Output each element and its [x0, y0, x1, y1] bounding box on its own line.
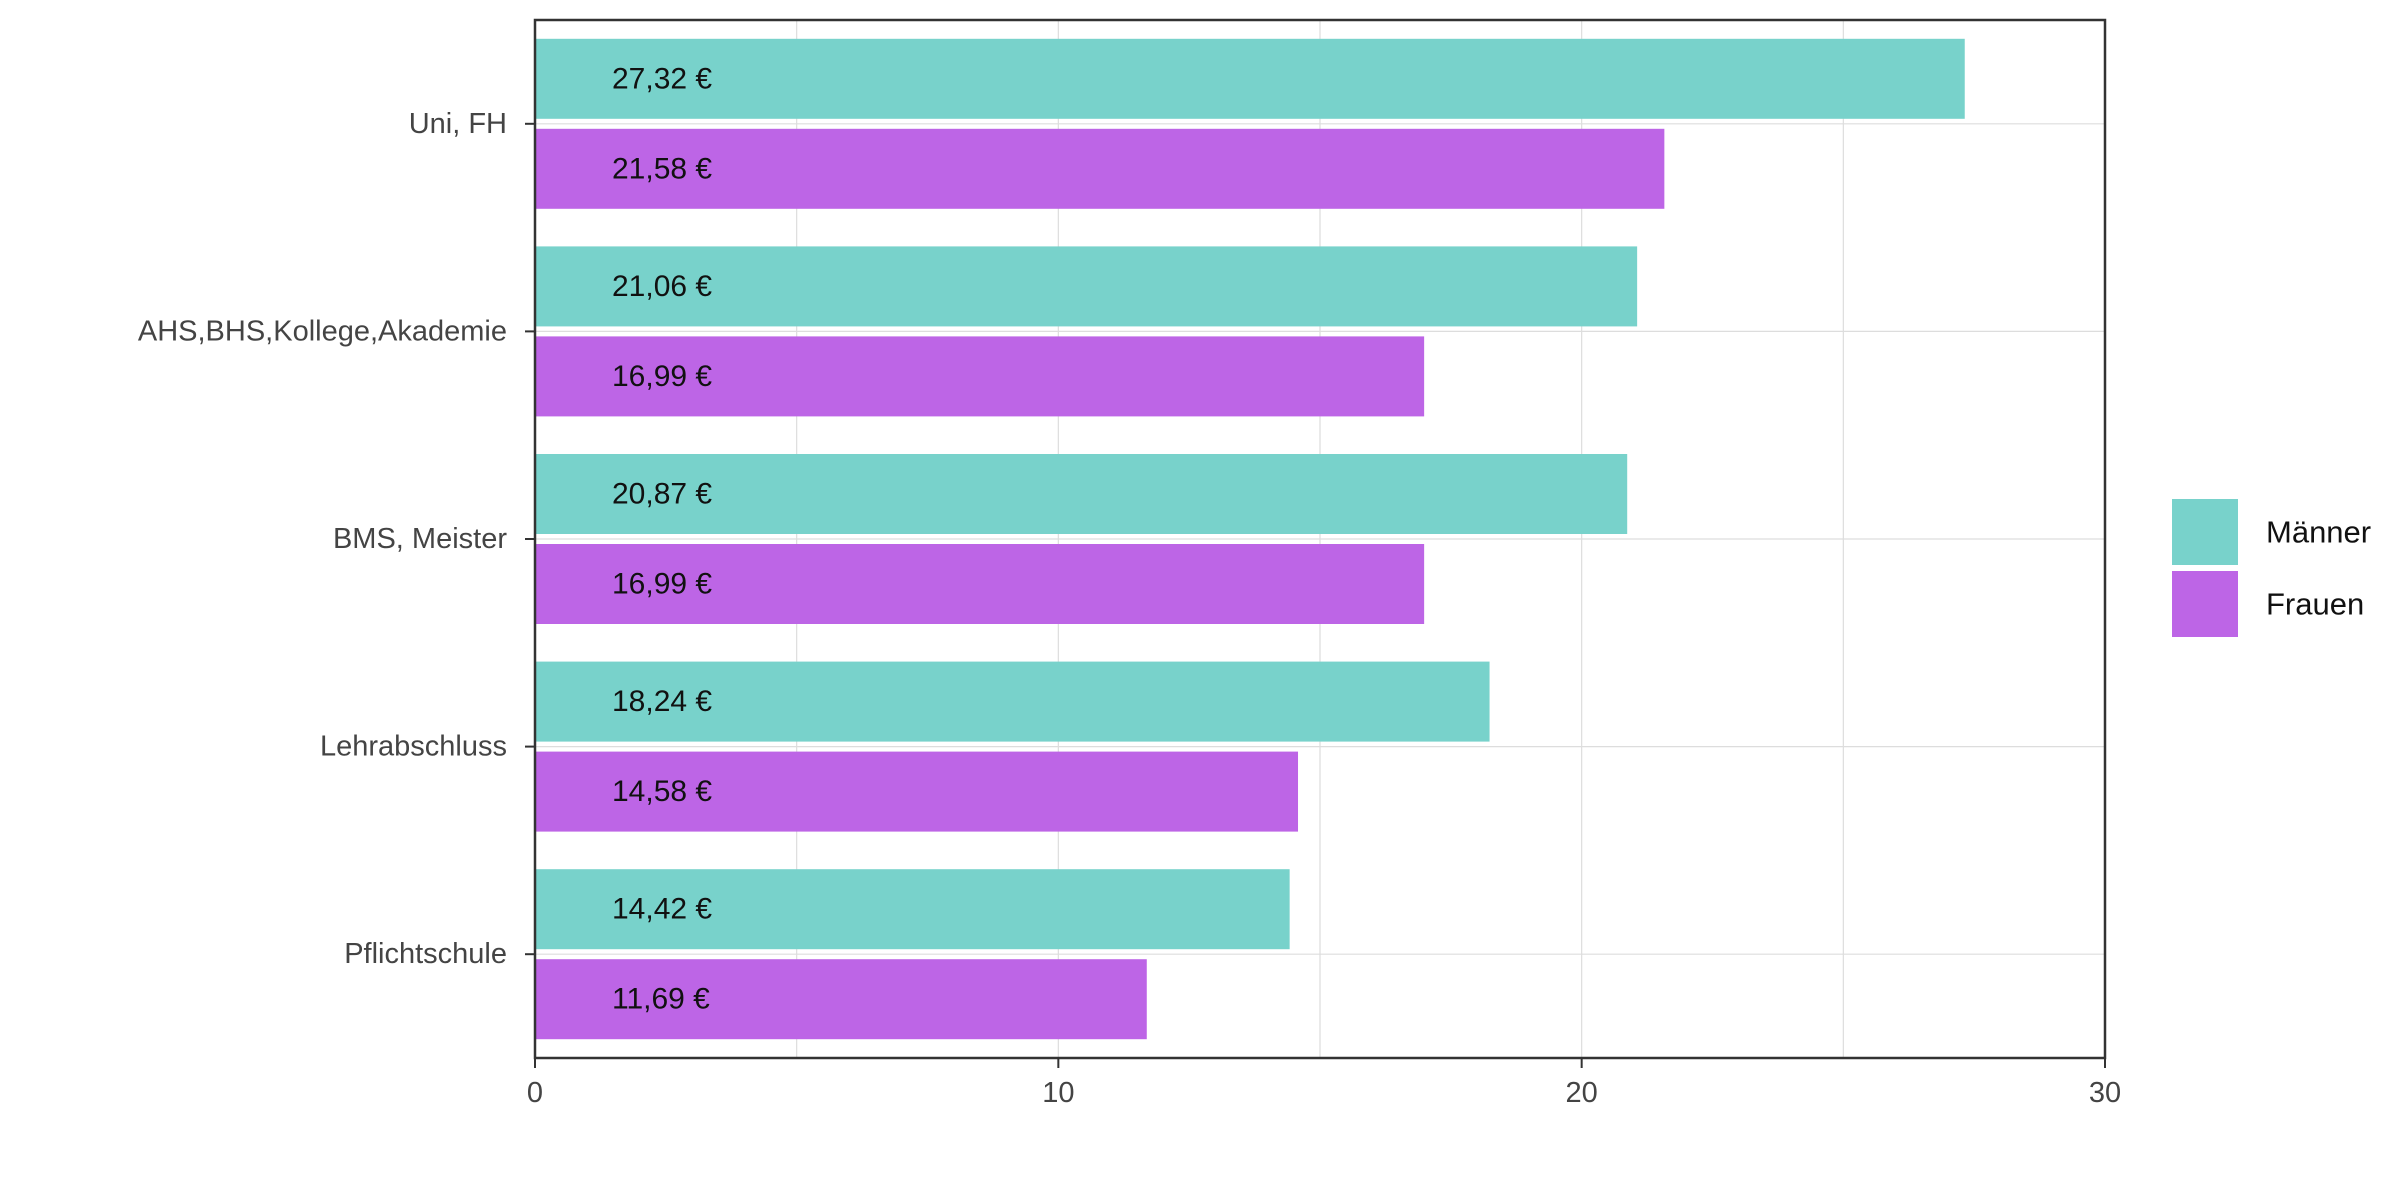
legend-key-frauen: [2172, 571, 2238, 637]
bar-value-label: 14,42 €: [612, 893, 712, 926]
bar-value-label: 21,06 €: [612, 270, 712, 303]
bar-frauen-0: [535, 128, 1665, 209]
bar-frauen-3: [535, 751, 1299, 832]
legend-label: Frauen: [2266, 587, 2364, 622]
category-label: BMS, Meister: [333, 523, 507, 555]
bars: [535, 38, 1965, 1040]
axes: Uni, FH AHS,BHS,Kollege,Akademie BMS, Meis…: [138, 108, 2121, 1109]
legend: Männer Frauen: [2172, 499, 2371, 637]
category-label: Pflichtschule: [344, 938, 507, 970]
category-label: AHS,BHS,Kollege,Akademie: [138, 315, 507, 347]
bar-value-label: 27,32 €: [612, 62, 712, 95]
category-label: Uni, FH: [409, 108, 507, 140]
bar-männer-1: [535, 246, 1638, 327]
bar-value-label: 16,99 €: [612, 568, 712, 601]
x-tick-label: 0: [527, 1077, 543, 1109]
bar-männer-2: [535, 454, 1628, 534]
bar-frauen-4: [535, 959, 1147, 1040]
bar-value-label: 20,87 €: [612, 478, 712, 511]
x-tick-label: 20: [1566, 1077, 1598, 1109]
bar-value-label: 18,24 €: [612, 685, 712, 718]
legend-key-männer: [2172, 499, 2238, 565]
bar-männer-4: [535, 869, 1290, 950]
bar-frauen-1: [535, 336, 1425, 417]
x-tick-label: 30: [2089, 1077, 2121, 1109]
bar-value-label: 14,58 €: [612, 775, 712, 808]
bar-value-label: 11,69 €: [612, 983, 710, 1016]
bar-value-label: 21,58 €: [612, 152, 712, 185]
bar-labels: 27,32 € 21,58 € 21,06 € 16,99 € 20,87 € 16,99…: [612, 62, 712, 1015]
legend-label: Männer: [2266, 515, 2371, 550]
bar-value-label: 16,99 €: [612, 360, 712, 393]
category-label: Lehrabschluss: [320, 731, 507, 763]
x-tick-label: 10: [1042, 1077, 1074, 1109]
bar-frauen-2: [535, 544, 1425, 624]
bar-männer-3: [535, 661, 1490, 742]
bar-männer-0: [535, 38, 1965, 119]
